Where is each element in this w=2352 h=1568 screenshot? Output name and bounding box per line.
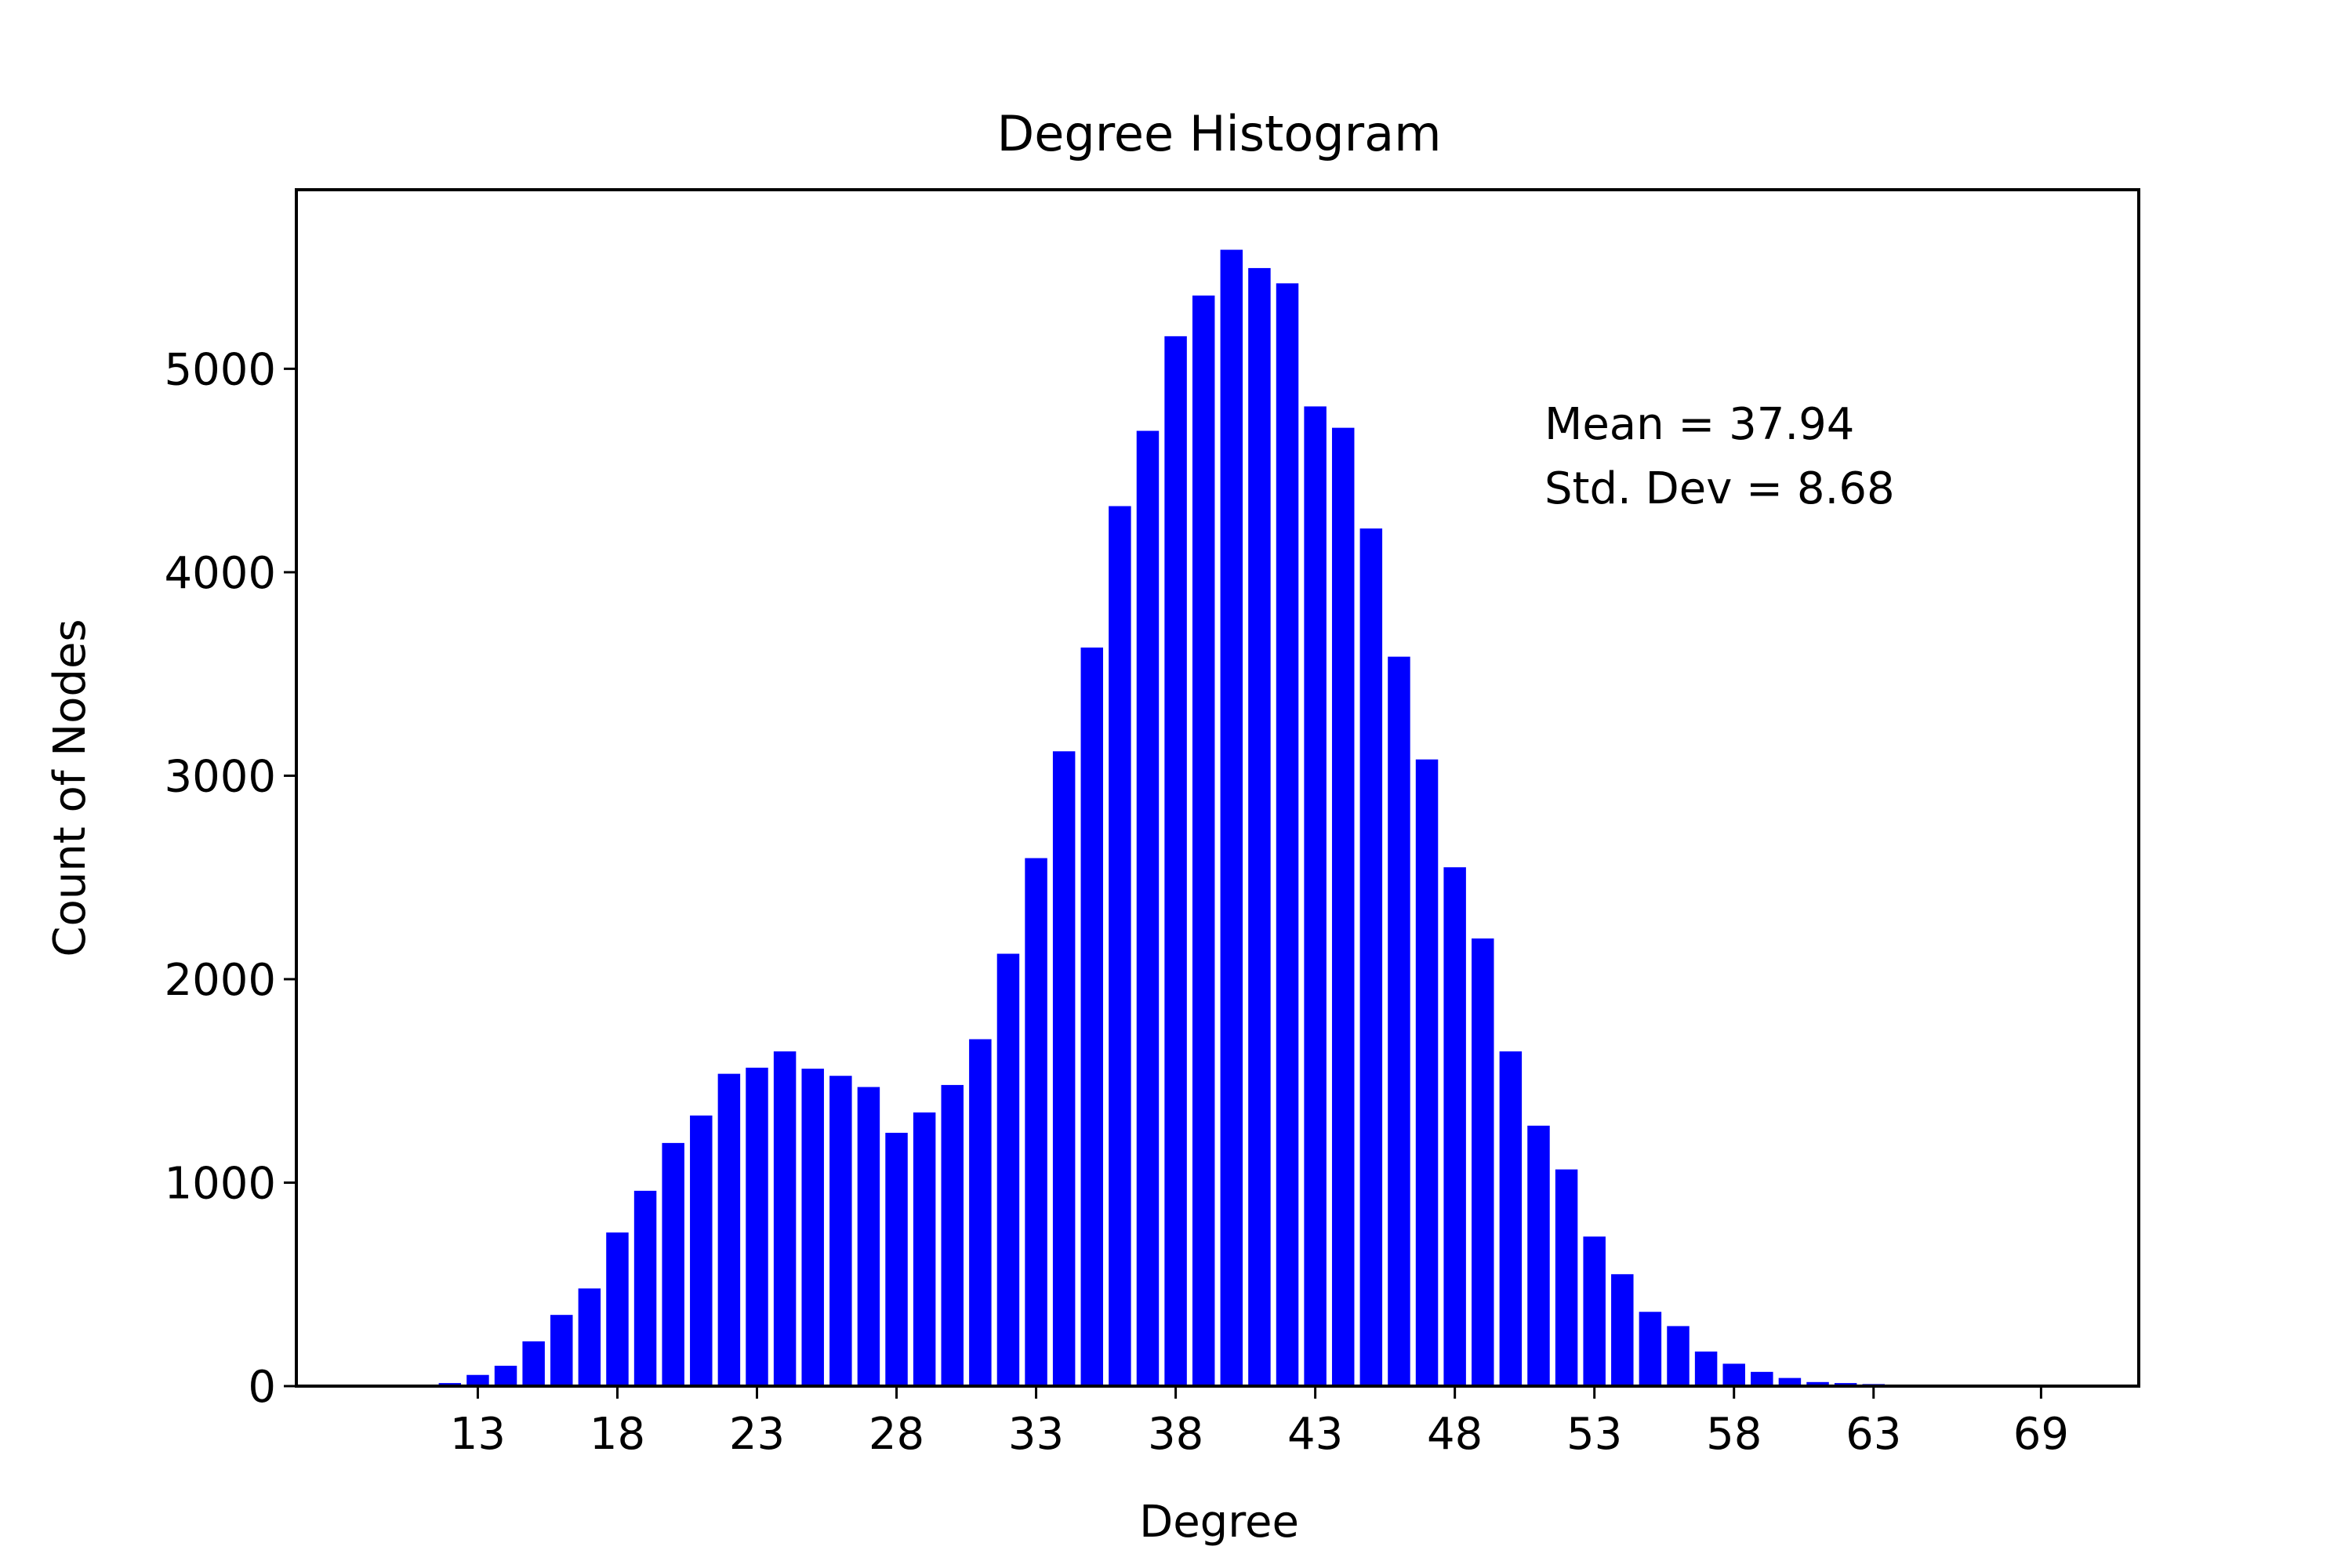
y-tick-label: 0 — [248, 1362, 276, 1413]
mean-annotation: Mean = 37.94 — [1544, 399, 1854, 450]
bar-degree-34 — [1052, 751, 1076, 1386]
bar-degree-37 — [1136, 430, 1160, 1386]
y-tick-label: 4000 — [164, 548, 276, 599]
x-axis-label: Degree — [1139, 1497, 1299, 1548]
bar-degree-40 — [1220, 249, 1243, 1386]
x-tick-label: 69 — [2013, 1409, 2069, 1460]
bar-degree-57 — [1694, 1351, 1718, 1386]
bars-group — [438, 249, 2081, 1387]
x-tick-label: 43 — [1287, 1409, 1343, 1460]
chart-title: Degree Histogram — [997, 105, 1442, 162]
bar-degree-35 — [1080, 647, 1104, 1386]
bar-degree-54 — [1611, 1274, 1634, 1386]
bar-degree-28 — [885, 1132, 908, 1386]
bar-degree-33 — [1025, 858, 1047, 1386]
bar-degree-30 — [941, 1084, 964, 1386]
bar-degree-46 — [1388, 656, 1410, 1386]
bar-degree-51 — [1527, 1125, 1550, 1386]
y-tick-label: 3000 — [164, 751, 276, 802]
bar-degree-22 — [717, 1073, 741, 1386]
x-tick-label: 48 — [1427, 1409, 1483, 1460]
x-tick-label: 28 — [869, 1409, 924, 1460]
x-tick-label: 13 — [450, 1409, 506, 1460]
bar-degree-29 — [913, 1112, 936, 1386]
y-axis-label: Count of Nodes — [45, 619, 96, 956]
y-tick-label: 2000 — [164, 955, 276, 1006]
x-tick-label: 63 — [1846, 1409, 1901, 1460]
bar-degree-47 — [1415, 759, 1439, 1386]
bar-degree-32 — [996, 953, 1020, 1386]
bar-degree-18 — [606, 1232, 629, 1386]
bar-degree-53 — [1583, 1236, 1606, 1386]
bar-degree-48 — [1443, 867, 1466, 1386]
bar-degree-20 — [662, 1142, 684, 1386]
bar-degree-31 — [969, 1039, 992, 1386]
x-axis-ticks: 13 18 23 28 33 38 43 48 53 58 63 69 — [450, 1386, 2069, 1460]
bar-degree-16 — [550, 1315, 573, 1386]
bar-degree-43 — [1304, 406, 1327, 1386]
bar-degree-24 — [773, 1051, 797, 1386]
x-tick-label: 58 — [1706, 1409, 1762, 1460]
bar-degree-38 — [1164, 336, 1187, 1386]
bar-degree-55 — [1639, 1312, 1662, 1386]
bar-degree-58 — [1722, 1363, 1745, 1386]
std-dev-annotation: Std. Dev = 8.68 — [1544, 463, 1895, 514]
x-tick-label: 33 — [1008, 1409, 1064, 1460]
bar-degree-15 — [522, 1341, 545, 1386]
plot-frame — [295, 188, 2140, 1388]
bar-degree-36 — [1109, 506, 1131, 1386]
bar-degree-56 — [1667, 1326, 1690, 1386]
bar-degree-21 — [690, 1115, 713, 1386]
bar-degree-61 — [1806, 1381, 1829, 1386]
y-axis-ticks: 0 1000 2000 3000 4000 5000 — [164, 344, 296, 1413]
y-tick-label: 5000 — [164, 344, 276, 395]
bar-degree-50 — [1499, 1051, 1523, 1386]
bar-degree-42 — [1276, 283, 1299, 1386]
x-tick-label: 53 — [1566, 1409, 1622, 1460]
bar-degree-19 — [633, 1190, 657, 1386]
bar-degree-44 — [1331, 427, 1355, 1386]
bar-degree-27 — [857, 1087, 880, 1386]
bar-degree-41 — [1248, 267, 1271, 1386]
bar-degree-13 — [466, 1374, 489, 1386]
x-tick-label: 18 — [590, 1409, 645, 1460]
x-tick-label: 38 — [1148, 1409, 1203, 1460]
bar-degree-26 — [829, 1076, 852, 1386]
bar-degree-25 — [801, 1069, 824, 1386]
bar-degree-52 — [1555, 1169, 1578, 1386]
x-tick-label: 23 — [729, 1409, 785, 1460]
bar-degree-17 — [578, 1288, 601, 1386]
bar-degree-14 — [494, 1366, 517, 1386]
bar-degree-45 — [1359, 528, 1383, 1386]
bar-degree-59 — [1751, 1371, 1773, 1386]
bar-degree-23 — [746, 1067, 768, 1386]
bar-degree-39 — [1192, 295, 1215, 1387]
y-tick-label: 1000 — [164, 1158, 276, 1209]
bar-degree-49 — [1472, 938, 1494, 1386]
bar-degree-60 — [1778, 1377, 1802, 1386]
